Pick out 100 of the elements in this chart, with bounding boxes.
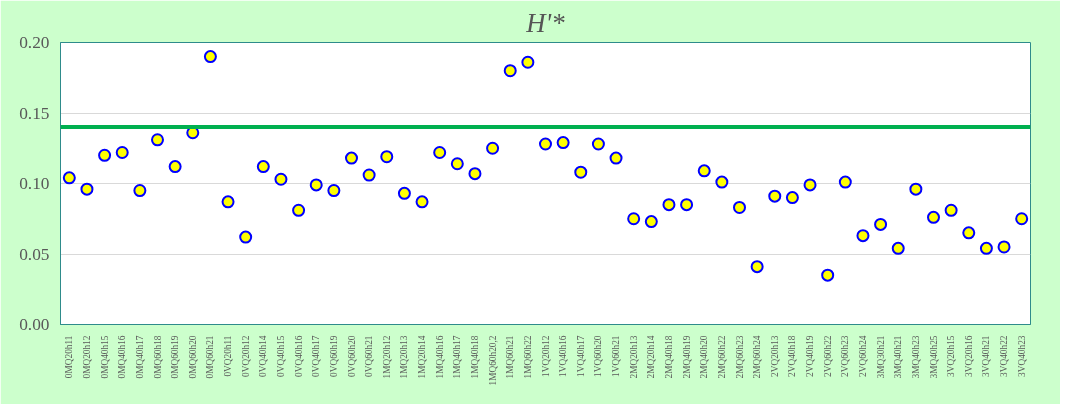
point <box>151 133 164 147</box>
x-tick-label: 0VQ40h14 <box>258 335 269 377</box>
x-tick-label: 1VQ20h12 <box>540 335 551 377</box>
point <box>680 198 694 212</box>
point <box>715 175 729 189</box>
x-tick-label: 1MQ60h20,2 <box>487 335 498 386</box>
x-tick-label: 3VQ20h16 <box>963 335 974 377</box>
point <box>327 184 341 198</box>
x-tick-label: 0MQ60h18 <box>152 335 163 379</box>
x-tick-label: 1VQ40h16 <box>558 335 569 377</box>
y-tick-label: 0.05 <box>19 244 50 264</box>
point <box>168 160 182 174</box>
point <box>203 50 217 64</box>
x-tick-label: 2MQ20h14 <box>646 335 657 379</box>
x-tick-label: 0MQ40h17 <box>134 335 145 379</box>
point <box>239 230 253 244</box>
x-tick-label: 2VQ60h24 <box>857 335 868 377</box>
x-tick-label: 1MQ40h18 <box>469 335 480 379</box>
point <box>591 137 605 151</box>
x-tick-label: 0MQ20h12 <box>81 335 92 379</box>
point <box>768 189 782 203</box>
point <box>397 186 411 200</box>
point <box>221 195 235 209</box>
x-tick-label: 2MQ20h13 <box>628 335 639 379</box>
x-tick-label: 1MQ60h21 <box>505 335 516 379</box>
x-tick-label: 0VQ20h11 <box>223 335 234 377</box>
x-tick-label: 3MQ30h21 <box>875 335 886 379</box>
point <box>415 195 429 209</box>
x-tick-label: 0VQ40h15 <box>275 335 286 377</box>
point <box>574 165 588 179</box>
point <box>115 145 129 159</box>
point <box>433 145 447 159</box>
x-tick-label: 2VQ60h22 <box>822 335 833 377</box>
x-tick-label: 2VQ40h18 <box>787 335 798 377</box>
point <box>785 191 799 205</box>
point <box>274 172 288 186</box>
x-tick-label: 3VQ40h23 <box>1016 335 1027 377</box>
x-tick-label: 3VQ40h22 <box>999 335 1010 377</box>
point <box>556 136 570 150</box>
x-tick-label: 2MQ40h19 <box>681 335 692 379</box>
point <box>838 175 852 189</box>
point <box>927 210 940 224</box>
point <box>380 150 394 164</box>
x-tick-label: 1MQ20h13 <box>399 335 410 379</box>
x-tick-label: 0VQ20h12 <box>240 335 251 377</box>
x-tick-label: 0VQ40h17 <box>311 335 322 377</box>
point <box>997 240 1011 254</box>
x-tick-label: 3MQ40h23 <box>910 335 921 379</box>
y-tick-label: 0.15 <box>19 103 50 123</box>
point <box>944 203 958 217</box>
y-tick-label: 0.10 <box>19 174 50 193</box>
point <box>62 171 76 185</box>
point <box>98 148 112 162</box>
x-tick-label: 2VQ60h23 <box>840 335 851 377</box>
x-tick-label: 3MQ40h21 <box>893 335 904 379</box>
x-tick-label: 0MQ40h16 <box>117 335 128 379</box>
x-tick-label: 2MQ60h23 <box>734 335 745 379</box>
point <box>133 184 147 198</box>
point <box>962 226 976 240</box>
point <box>644 215 658 229</box>
point <box>733 200 746 214</box>
y-tick-label: 0.00 <box>19 315 50 334</box>
point <box>821 268 835 282</box>
x-tick-label: 0MQ60h20 <box>187 335 198 379</box>
point <box>662 198 676 212</box>
x-tick-label: 2VQ20h13 <box>769 335 780 377</box>
x-tick-label: 1MQ60h22 <box>522 335 533 379</box>
x-tick-label: 1VQ60h21 <box>611 335 622 377</box>
point <box>909 182 923 196</box>
point <box>80 182 94 196</box>
point <box>345 151 358 165</box>
x-tick-label: 0VQ40h16 <box>293 335 304 377</box>
x-tick-label: 2MQ40h18 <box>663 335 674 379</box>
x-tick-label: 3VQ40h21 <box>981 335 992 377</box>
x-tick-label: 1MQ40h17 <box>452 335 463 379</box>
point <box>803 178 817 192</box>
x-tick-label: 0MQ20h11 <box>64 335 75 379</box>
x-tick-label: 2MQ60h24 <box>752 335 763 379</box>
x-tick-label: 3MQ40h25 <box>928 335 939 379</box>
x-tick-label: 0VQ60h20 <box>346 335 357 377</box>
x-tick-label: 0MQ60h21 <box>205 335 216 379</box>
point <box>362 168 376 182</box>
point <box>539 137 552 151</box>
point <box>1015 212 1029 226</box>
x-tick-label: 2VQ40h19 <box>805 335 816 377</box>
y-tick-label: 0.20 <box>19 33 50 52</box>
point <box>750 260 764 274</box>
x-tick-label: 0VQ60h21 <box>364 335 375 377</box>
x-tick-label: 0MQ60h19 <box>170 335 181 379</box>
point <box>292 203 306 217</box>
x-tick-label: 1MQ20h12 <box>381 335 392 379</box>
point <box>874 217 888 231</box>
x-tick-label: 0VQ60h19 <box>328 335 339 377</box>
point <box>627 212 641 226</box>
x-tick-label: 2MQ40h20 <box>699 335 710 379</box>
point <box>891 241 905 255</box>
x-tick-label: 1VQ60h20 <box>593 335 604 377</box>
point <box>609 151 623 165</box>
x-tick-label: 2MQ60h22 <box>716 335 727 379</box>
x-tick-label: 1MQ20h14 <box>417 335 428 379</box>
